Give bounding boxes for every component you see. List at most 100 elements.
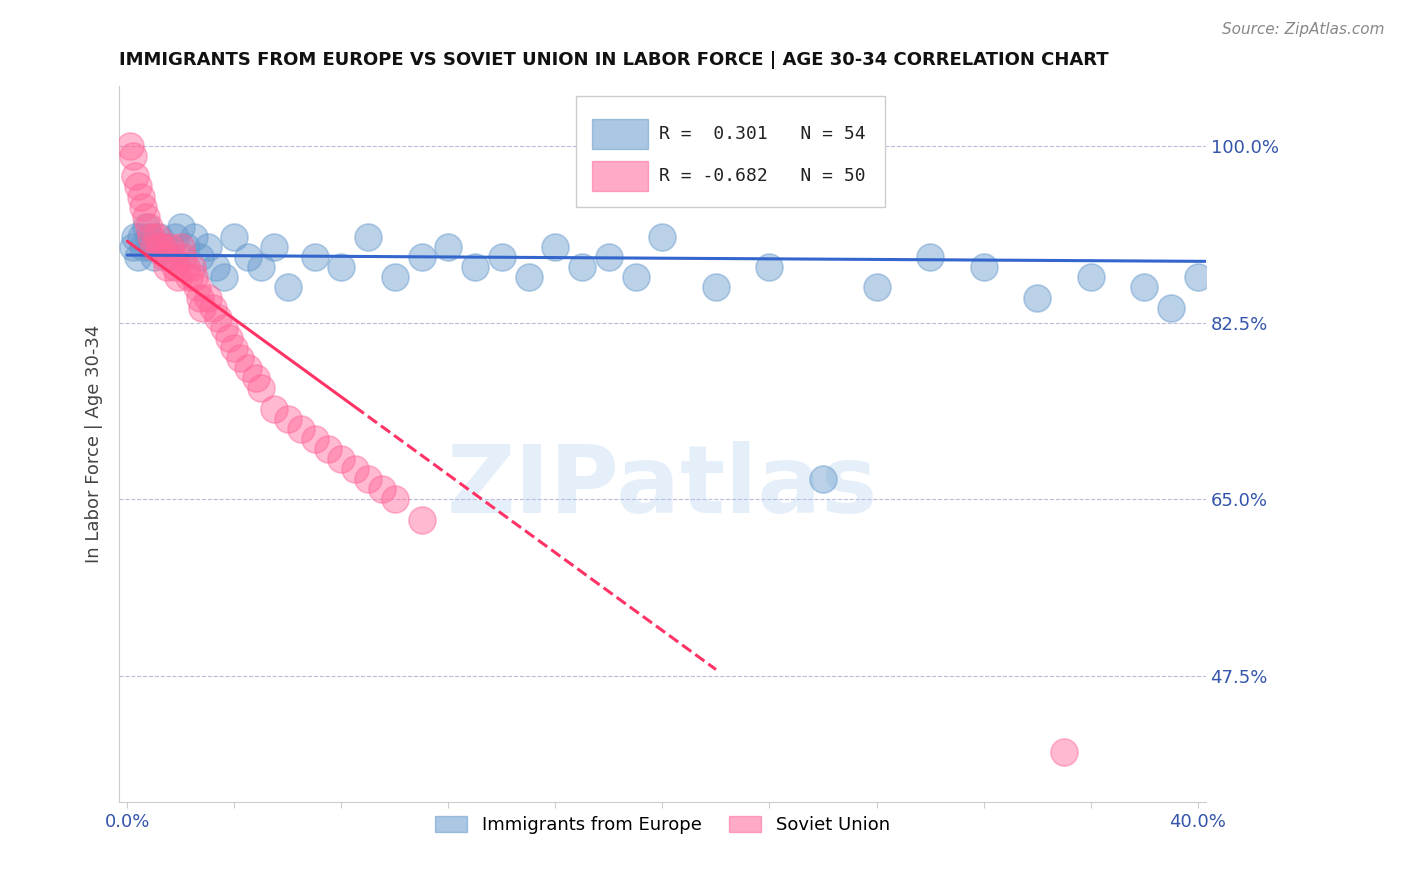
Text: ZIPatlas: ZIPatlas (447, 441, 879, 533)
Point (464, 260, 486, 275)
Point (118, 139, 141, 153)
Point (138, 230, 160, 244)
Point (357, 230, 380, 244)
Point (124, 230, 146, 244)
Point (180, 260, 202, 275)
Point (183, 270, 205, 285)
Point (148, 240, 170, 254)
Point (201, 301, 224, 315)
Point (170, 219, 193, 234)
Text: IMMIGRANTS FROM EUROPE VS SOVIET UNION IN LABOR FORCE | AGE 30-34 CORRELATION CH: IMMIGRANTS FROM EUROPE VS SOVIET UNION I… (120, 51, 1109, 69)
Point (517, 270, 540, 285)
Point (370, 483, 392, 497)
Point (411, 513, 433, 527)
Text: R = -0.682   N = 50: R = -0.682 N = 50 (659, 167, 866, 185)
Point (121, 149, 143, 163)
Point (236, 361, 259, 376)
Point (224, 230, 246, 244)
Point (197, 240, 219, 254)
Point (236, 250, 259, 264)
Y-axis label: In Labor Force | Age 30-34: In Labor Force | Age 30-34 (86, 325, 103, 563)
FancyBboxPatch shape (592, 161, 648, 191)
Point (491, 250, 513, 264)
Point (304, 432, 326, 446)
Point (316, 442, 339, 456)
Point (156, 260, 179, 275)
Point (411, 250, 433, 264)
Point (159, 250, 181, 264)
Point (624, 270, 647, 285)
Point (132, 200, 155, 214)
Point (207, 310, 229, 325)
Point (865, 280, 887, 294)
Point (1080, 270, 1102, 285)
Point (188, 291, 211, 305)
Point (218, 331, 240, 345)
Point (150, 240, 173, 254)
Point (165, 260, 187, 275)
Point (183, 230, 205, 244)
Point (177, 270, 200, 285)
Point (141, 240, 163, 254)
Point (277, 411, 299, 425)
Point (173, 250, 195, 264)
Point (121, 240, 143, 254)
Point (330, 260, 353, 275)
Point (159, 240, 181, 254)
Point (1320, 230, 1343, 244)
Legend: Immigrants from Europe, Soviet Union: Immigrants from Europe, Soviet Union (426, 807, 898, 844)
Point (1026, 291, 1049, 305)
Point (651, 230, 673, 244)
Point (1133, 280, 1156, 294)
Point (304, 250, 326, 264)
Point (224, 341, 246, 355)
Point (245, 371, 267, 385)
Point (277, 280, 299, 294)
Point (204, 260, 226, 275)
Point (1053, 745, 1076, 759)
Point (143, 240, 166, 254)
Point (1213, 139, 1236, 153)
Point (263, 401, 285, 416)
Point (174, 260, 197, 275)
Point (343, 462, 366, 476)
Point (127, 250, 149, 264)
Point (1267, 139, 1289, 153)
Point (571, 260, 593, 275)
Point (918, 250, 941, 264)
Point (162, 250, 184, 264)
Point (704, 280, 727, 294)
Point (598, 250, 620, 264)
Point (263, 240, 285, 254)
Point (250, 260, 273, 275)
FancyBboxPatch shape (575, 96, 886, 207)
FancyBboxPatch shape (592, 120, 648, 149)
Point (129, 230, 152, 244)
Point (437, 240, 460, 254)
Point (188, 250, 211, 264)
Point (357, 472, 380, 486)
Text: Source: ZipAtlas.com: Source: ZipAtlas.com (1222, 22, 1385, 37)
Point (228, 351, 250, 365)
Point (129, 189, 152, 203)
Point (127, 179, 149, 194)
Point (212, 270, 235, 285)
Text: R =  0.301   N = 54: R = 0.301 N = 54 (659, 125, 866, 144)
Point (148, 230, 170, 244)
Point (170, 240, 193, 254)
Point (135, 219, 157, 234)
Point (145, 230, 167, 244)
Point (212, 320, 235, 334)
Point (153, 250, 176, 264)
Point (384, 492, 406, 507)
Point (143, 250, 166, 264)
Point (197, 291, 219, 305)
Point (167, 270, 190, 285)
Point (174, 240, 197, 254)
Point (290, 422, 312, 436)
Point (138, 219, 160, 234)
Point (250, 381, 273, 395)
Point (384, 270, 406, 285)
Point (1187, 270, 1209, 285)
Point (191, 301, 214, 315)
